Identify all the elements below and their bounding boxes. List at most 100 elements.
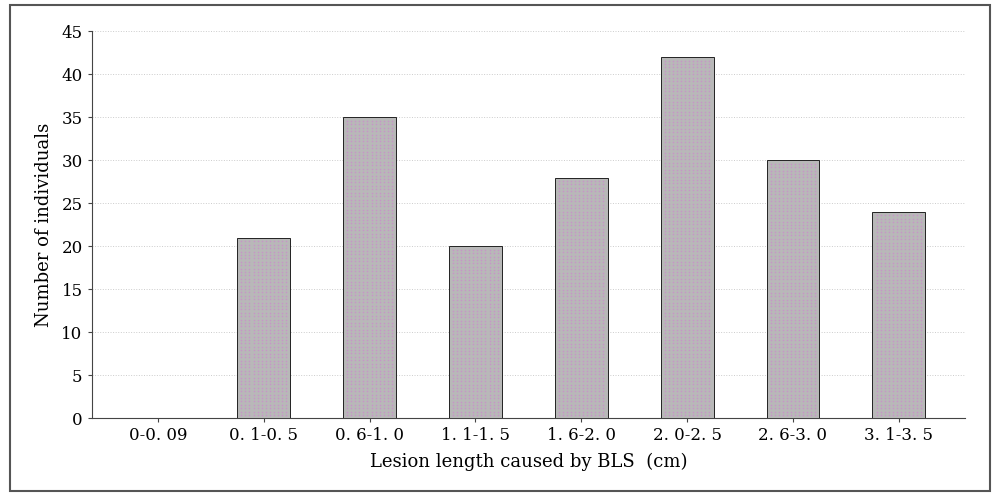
Point — [254, 248, 270, 255]
Point — [795, 296, 811, 304]
Point — [689, 57, 705, 64]
Point — [869, 387, 885, 395]
Point — [490, 340, 506, 348]
Point — [567, 221, 583, 229]
Point — [482, 276, 498, 284]
Point — [771, 391, 787, 399]
Point — [246, 408, 262, 416]
Point — [343, 332, 359, 340]
Point — [913, 394, 929, 402]
Point — [372, 373, 388, 381]
Point — [669, 111, 685, 119]
Point — [787, 160, 803, 168]
Point — [591, 326, 607, 334]
Point — [595, 360, 611, 368]
Point — [339, 186, 355, 193]
Point — [697, 302, 713, 310]
Point — [490, 313, 506, 321]
Point — [893, 272, 909, 280]
Point — [587, 242, 603, 249]
Point — [661, 302, 677, 310]
Point — [775, 397, 791, 405]
Point — [885, 374, 901, 382]
Point — [250, 353, 266, 361]
Point — [445, 333, 461, 341]
Point — [657, 353, 673, 361]
Point — [449, 347, 465, 355]
Point — [482, 269, 498, 277]
Point — [339, 127, 355, 135]
Point — [681, 295, 697, 303]
Point — [591, 228, 607, 236]
Point — [482, 340, 498, 348]
Point — [665, 145, 681, 153]
Bar — [767, 160, 819, 419]
Point — [473, 327, 489, 335]
Point — [795, 373, 811, 381]
Point — [669, 241, 685, 248]
Point — [873, 374, 889, 382]
Point — [893, 357, 909, 365]
Point — [771, 214, 787, 222]
Point — [559, 340, 575, 348]
Point — [661, 57, 677, 64]
Point — [355, 250, 371, 258]
Point — [689, 329, 705, 337]
Point — [661, 288, 677, 296]
Point — [551, 279, 567, 287]
Point — [355, 332, 371, 340]
Point — [555, 184, 571, 192]
Point — [661, 186, 677, 194]
Point — [661, 122, 677, 129]
Point — [469, 276, 485, 284]
Point — [372, 271, 388, 279]
Point — [791, 242, 807, 249]
Point — [775, 330, 791, 338]
Point — [579, 333, 595, 341]
Point — [563, 401, 579, 409]
Point — [791, 224, 807, 232]
Point — [347, 363, 363, 371]
Point — [465, 357, 481, 365]
Point — [763, 371, 779, 378]
Point — [913, 232, 929, 240]
Point — [237, 380, 253, 388]
Point — [771, 367, 787, 375]
Point — [869, 218, 885, 226]
Point — [685, 176, 701, 184]
Point — [803, 319, 819, 327]
Point — [453, 307, 469, 314]
Point — [689, 364, 705, 372]
Point — [246, 329, 262, 337]
Point — [380, 141, 396, 149]
Point — [701, 353, 717, 361]
Point — [677, 57, 693, 64]
Point — [347, 346, 363, 354]
Point — [364, 182, 380, 190]
Point — [559, 218, 575, 226]
Point — [681, 57, 697, 64]
Point — [355, 267, 371, 275]
Point — [376, 254, 392, 262]
Point — [799, 373, 815, 381]
Point — [661, 350, 677, 358]
Point — [697, 309, 713, 317]
Point — [701, 299, 717, 307]
Point — [579, 387, 595, 395]
Point — [803, 353, 819, 361]
Point — [445, 367, 461, 375]
Point — [669, 125, 685, 133]
Point — [881, 211, 897, 219]
Point — [262, 329, 278, 337]
Point — [579, 211, 595, 219]
Point — [567, 336, 583, 344]
Point — [771, 163, 787, 171]
Point — [795, 404, 811, 412]
Point — [359, 264, 375, 272]
Point — [364, 401, 380, 409]
Point — [697, 57, 713, 64]
Point — [803, 371, 819, 378]
Point — [657, 128, 673, 136]
Point — [555, 296, 571, 304]
Point — [877, 316, 893, 324]
